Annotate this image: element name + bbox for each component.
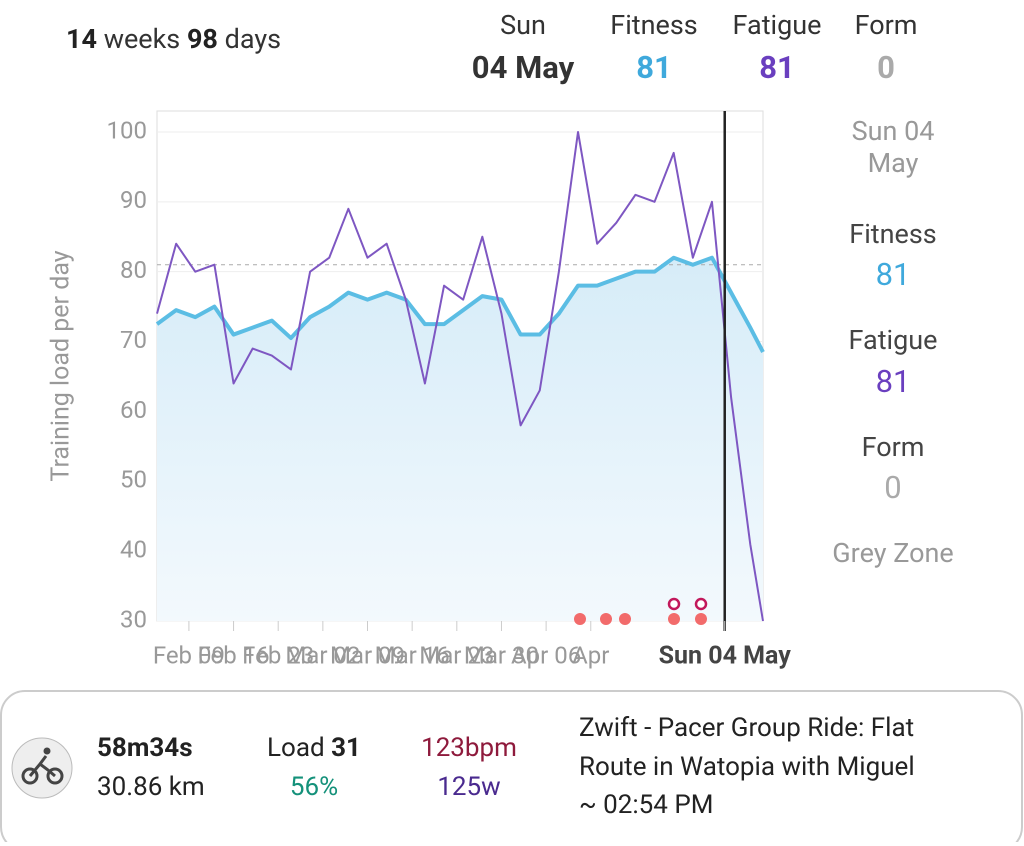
x-tick-label: Feb 09 — [153, 641, 225, 669]
x-tick-label: Mar 30 — [464, 641, 539, 669]
load: Load 31 — [267, 733, 361, 763]
side-fatigue-label: Fatigue — [849, 324, 938, 356]
duration: 58m34s — [97, 733, 193, 763]
x-tick-label: Sun 04 May — [659, 642, 792, 671]
bike-glyph — [21, 755, 64, 785]
series-line — [155, 255, 765, 353]
activity-dot — [619, 613, 631, 625]
activity-dot — [574, 613, 586, 625]
y-tick-label: 90 — [120, 186, 147, 214]
x-tick-label: Apr 06 — [511, 641, 581, 669]
x-tick-label: Mar 16 — [375, 641, 450, 669]
header-date: 04 May — [472, 49, 575, 86]
y-tick-label: 30 — [120, 605, 147, 633]
header-form: 0 — [877, 49, 895, 86]
bike-icon — [11, 737, 73, 799]
y-tick-label: 50 — [120, 466, 147, 494]
side-fitness-label: Fitness — [849, 218, 936, 250]
activity-title-1: Zwift - Pacer Group Ride: Flat — [579, 713, 914, 743]
series-line — [156, 130, 764, 622]
range: 14 weeks 98 days — [66, 23, 281, 55]
header-fatigue: 81 — [759, 49, 795, 86]
distance: 30.86 km — [97, 772, 205, 802]
y-axis-label: Training load per day — [47, 250, 76, 481]
activity-card[interactable] — [0, 690, 1023, 846]
side-month: May — [868, 147, 919, 179]
heart-rate: 123bpm — [421, 733, 517, 763]
y-tick-label: 100 — [107, 116, 147, 144]
x-tick-label: Mar 02 — [285, 641, 360, 669]
header-fitness: 81 — [636, 49, 672, 86]
y-tick-label: 40 — [120, 535, 147, 563]
x-tick-label: Mar 09 — [330, 641, 405, 669]
header-fitness-label: Fitness — [610, 9, 697, 41]
x-tick-label: Feb 16 — [197, 641, 269, 669]
side-zone: Grey Zone — [832, 537, 953, 569]
power: 125w — [437, 772, 500, 802]
activity-dot — [695, 613, 707, 625]
header-day: Sun — [500, 9, 546, 41]
weeks-unit: weeks — [104, 23, 181, 55]
days: 98 — [187, 23, 218, 55]
load-label: Load — [267, 733, 325, 763]
side-form: 0 — [884, 469, 901, 506]
x-tick-label: Feb 23 — [242, 641, 314, 669]
x-tick-label: Mar 23 — [419, 641, 494, 669]
load-value: 31 — [331, 733, 361, 763]
side-form-label: Form — [862, 431, 925, 463]
side-fatigue: 81 — [876, 363, 911, 400]
intensity: 56% — [290, 772, 338, 802]
header-form-label: Form — [855, 9, 918, 41]
side-fitness: 81 — [876, 256, 911, 293]
x-tick-label: Apr — [572, 641, 609, 669]
activity-title-2: Route in Watopia with Miguel — [579, 752, 915, 782]
bike-rider — [43, 747, 51, 755]
activity-time: ~ 02:54 PM — [579, 790, 713, 820]
activity-ring — [694, 597, 708, 611]
side-date: Sun 04 — [852, 115, 935, 147]
activity-dot — [668, 613, 680, 625]
header-fatigue-label: Fatigue — [733, 9, 822, 41]
y-tick-label: 60 — [120, 396, 147, 424]
y-tick-label: 80 — [120, 256, 147, 284]
fitness-area — [157, 257, 763, 621]
days-unit: days — [225, 23, 281, 55]
activity-dot — [600, 613, 612, 625]
y-tick-label: 70 — [120, 326, 147, 354]
weeks: 14 — [66, 23, 97, 55]
activity-ring — [667, 597, 681, 611]
